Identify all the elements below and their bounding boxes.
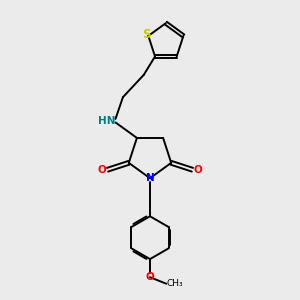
Text: O: O	[146, 272, 154, 282]
Text: S: S	[142, 28, 151, 41]
Text: O: O	[194, 165, 202, 175]
Text: O: O	[98, 165, 106, 175]
Text: N: N	[146, 173, 154, 183]
Text: HN: HN	[98, 116, 116, 126]
Text: CH₃: CH₃	[167, 279, 183, 288]
